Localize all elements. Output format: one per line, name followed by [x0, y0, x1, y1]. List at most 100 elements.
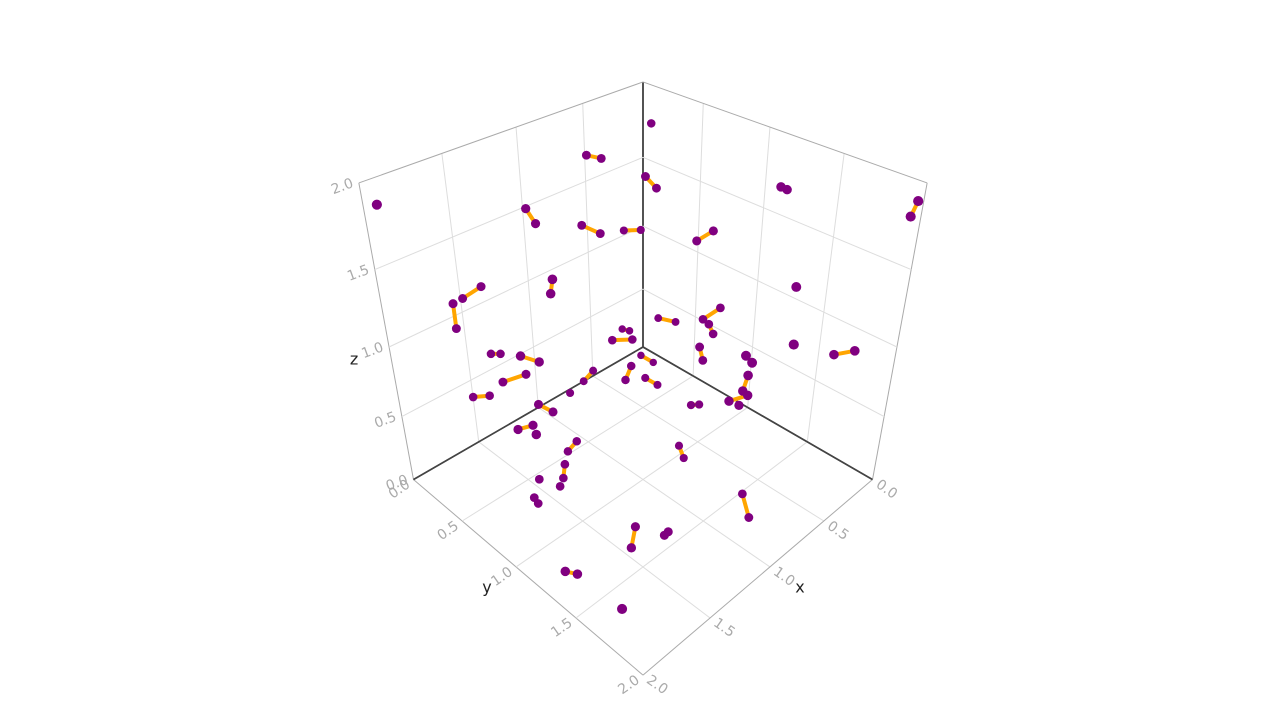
marker — [724, 396, 734, 406]
grid-line — [538, 407, 771, 568]
marker — [737, 489, 747, 499]
marker — [589, 366, 598, 375]
marker — [636, 225, 645, 235]
marker — [716, 303, 725, 313]
grid-line — [642, 225, 898, 348]
z-tick-label: 1.0 — [359, 339, 385, 362]
marker — [708, 329, 718, 339]
marker — [458, 294, 468, 303]
marker — [782, 184, 792, 195]
marker — [646, 119, 656, 128]
marker — [747, 357, 758, 368]
marker — [618, 325, 627, 333]
marker — [695, 342, 705, 352]
grid-line — [374, 156, 644, 271]
marker — [572, 436, 582, 446]
marker — [630, 522, 640, 532]
floor-pane — [413, 347, 873, 676]
marker — [451, 324, 461, 334]
marker — [698, 314, 708, 324]
marker — [577, 220, 587, 230]
marker — [641, 172, 650, 181]
z-tick-label: 1.5 — [345, 262, 371, 285]
marker — [559, 473, 568, 483]
grid-line — [413, 479, 644, 676]
marker — [486, 349, 496, 359]
marker — [533, 399, 544, 409]
marker — [545, 288, 556, 299]
wall-pane — [643, 81, 928, 480]
marker — [515, 351, 526, 361]
marker — [653, 380, 662, 389]
marker — [649, 358, 657, 367]
marker — [742, 390, 753, 401]
marker — [704, 319, 714, 329]
grid-line — [515, 407, 748, 568]
z-axis-title: z — [350, 350, 358, 369]
marker — [626, 361, 636, 371]
marker — [905, 211, 916, 222]
grid-line — [872, 182, 928, 480]
marker — [617, 603, 628, 614]
grid-line — [358, 182, 414, 480]
marker — [708, 226, 718, 236]
marker — [476, 282, 486, 292]
marker — [555, 481, 565, 491]
marker — [572, 569, 583, 579]
marker — [637, 351, 645, 360]
marker — [521, 369, 531, 379]
grid-line — [388, 225, 644, 348]
marker — [534, 474, 544, 484]
marker — [671, 318, 680, 326]
marker — [521, 203, 531, 214]
grid-line — [461, 375, 694, 522]
marker — [791, 281, 802, 292]
marker — [625, 327, 634, 335]
marker — [694, 400, 704, 409]
marker — [607, 335, 617, 345]
marker — [579, 377, 588, 386]
marker — [734, 400, 744, 410]
grid-line — [575, 441, 808, 619]
marker — [913, 196, 924, 207]
marker — [741, 350, 751, 361]
marker — [498, 377, 508, 387]
marker — [654, 314, 663, 323]
grid-line — [413, 346, 644, 481]
marker — [496, 349, 505, 359]
marker — [619, 226, 628, 235]
grid-line — [806, 153, 845, 442]
marker — [686, 400, 696, 410]
marker — [485, 391, 494, 401]
marker — [641, 373, 650, 382]
marker — [628, 335, 637, 344]
marker — [530, 219, 541, 229]
grid-line — [642, 156, 912, 271]
grid-line — [642, 479, 873, 676]
marker — [448, 299, 458, 309]
grid-line — [478, 441, 711, 619]
marker — [849, 346, 860, 356]
marker — [698, 355, 708, 365]
marker — [581, 150, 591, 160]
marker — [829, 349, 839, 360]
marker — [560, 566, 571, 577]
grid-line — [358, 81, 644, 184]
marker — [692, 236, 702, 246]
grid-line — [642, 288, 885, 418]
marker — [743, 370, 753, 381]
z-tick-label: 2.0 — [329, 175, 355, 198]
marker — [626, 543, 637, 553]
marker — [595, 229, 605, 238]
grid-line — [592, 375, 825, 522]
marker — [534, 357, 544, 367]
marker — [528, 420, 538, 430]
y-axis-title: y — [482, 577, 491, 596]
marker — [513, 424, 523, 435]
marker — [744, 513, 754, 522]
marker — [548, 407, 558, 417]
grid-line — [582, 103, 594, 376]
grid-line — [642, 346, 873, 481]
marker — [531, 429, 542, 440]
